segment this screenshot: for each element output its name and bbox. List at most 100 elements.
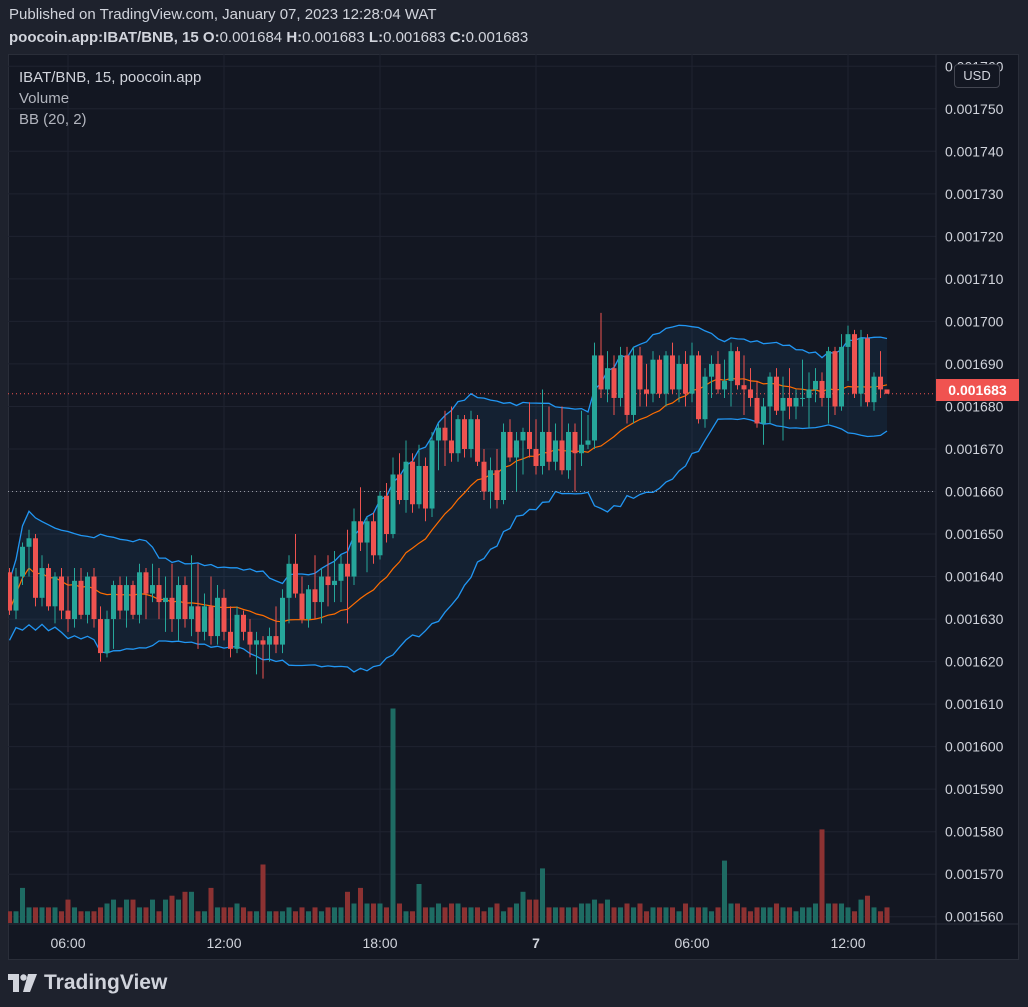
candle-body [228, 631, 233, 649]
candle-body [800, 397, 805, 399]
time-tick-label: 12:00 [206, 935, 241, 951]
candle-body [741, 385, 747, 390]
volume-bar [384, 907, 389, 923]
volume-bar [579, 903, 584, 923]
volume-bar [767, 907, 773, 923]
candle-body [215, 597, 220, 637]
volume-bar [150, 899, 155, 923]
volume-bar [670, 907, 675, 923]
candle-body [475, 419, 480, 462]
candle-body [319, 576, 324, 603]
candle-body [156, 585, 162, 603]
candle-body [130, 585, 136, 615]
volume-bar [91, 911, 97, 923]
candle-body [598, 355, 604, 390]
volume-bar [371, 903, 376, 923]
volume-bar [826, 903, 831, 923]
candle-body [169, 597, 175, 620]
volume-bar [507, 907, 513, 923]
volume-bar [319, 911, 324, 923]
candle-body [605, 368, 610, 390]
volume-bar [676, 911, 682, 923]
volume-bar [52, 907, 58, 923]
candle-body [384, 495, 389, 535]
candle-body [507, 431, 513, 458]
volume-bar [644, 911, 649, 923]
volume-bar [657, 907, 662, 923]
volume-bar [260, 864, 266, 923]
candle-body [299, 593, 305, 620]
candle-body [637, 355, 643, 390]
candle-body [806, 389, 812, 398]
candle-body [501, 431, 506, 501]
candle-body [592, 355, 597, 441]
volume-bar [793, 911, 799, 923]
candle-body [78, 580, 84, 615]
candle-body [728, 351, 734, 381]
price-tick-label: 0.001610 [945, 696, 1004, 712]
candle-body [852, 334, 857, 394]
volume-bar [358, 887, 363, 923]
price-tick-label: 0.001650 [945, 526, 1004, 542]
symbol-label: poocoin.app:IBAT/BNB, 15 [9, 29, 199, 46]
currency-button[interactable]: USD [954, 64, 1000, 88]
volume-bar [351, 903, 357, 923]
volume-bar [377, 903, 383, 923]
volume-bar [878, 911, 883, 923]
candle-body [494, 470, 500, 501]
legend-symbol[interactable]: IBAT/BNB, 15, poocoin.app [19, 69, 202, 86]
volume-bar [364, 903, 370, 923]
chart-legend: IBAT/BNB, 15, poocoin.app Volume BB (20,… [19, 67, 201, 130]
candle-body [514, 440, 519, 458]
close-value: 0.001683 [465, 29, 529, 46]
volume-bar [845, 907, 851, 923]
volume-bar [312, 907, 318, 923]
volume-bar [208, 887, 214, 923]
candlestick-chart[interactable]: 0.001560 0.001570 0.001580 0.001590 0.001600… [8, 54, 1019, 960]
candle-body [566, 431, 571, 471]
volume-bar [852, 911, 857, 923]
volume-bar [715, 907, 721, 923]
candle-body [33, 538, 38, 598]
candle-body [293, 563, 298, 594]
volume-bar [533, 899, 539, 923]
volume-bar [494, 903, 500, 923]
volume-bar [254, 911, 259, 923]
volume-bar [605, 899, 610, 923]
candle-body [26, 538, 32, 547]
volume-bar [663, 907, 669, 923]
candle-body [195, 606, 201, 632]
price-tick-label: 0.001620 [945, 654, 1004, 670]
volume-bar [514, 903, 519, 923]
candle-body [533, 448, 539, 466]
candle-body [442, 427, 448, 441]
candle-body [481, 461, 487, 492]
volume-bar [286, 907, 292, 923]
candle-body [670, 355, 675, 390]
volume-bar [462, 907, 467, 923]
volume-bar [780, 907, 786, 923]
volume-bar [865, 895, 870, 923]
chart-panel[interactable] [8, 54, 1019, 960]
volume-bar [442, 907, 448, 923]
volume-bar [46, 907, 51, 923]
volume-bar [741, 907, 747, 923]
volume-bar [436, 903, 441, 923]
volume-bar [748, 911, 753, 923]
candle-body [819, 380, 825, 398]
volume-bar [182, 891, 188, 923]
candle-body [455, 419, 461, 454]
legend-volume[interactable]: Volume [19, 90, 70, 107]
price-tick-label: 0.001630 [945, 611, 1004, 627]
candle-body [267, 636, 272, 645]
legend-bb[interactable]: BB (20, 2) [19, 111, 87, 128]
volume-bar [559, 907, 565, 923]
candle-body [150, 585, 155, 594]
tradingview-footer[interactable]: TradingView [8, 971, 167, 995]
volume-bar [8, 911, 12, 923]
candle-body [332, 580, 337, 586]
candle-body [572, 431, 578, 454]
candle-body [98, 619, 103, 654]
volume-bar [527, 899, 532, 923]
volume-bar [709, 911, 714, 923]
